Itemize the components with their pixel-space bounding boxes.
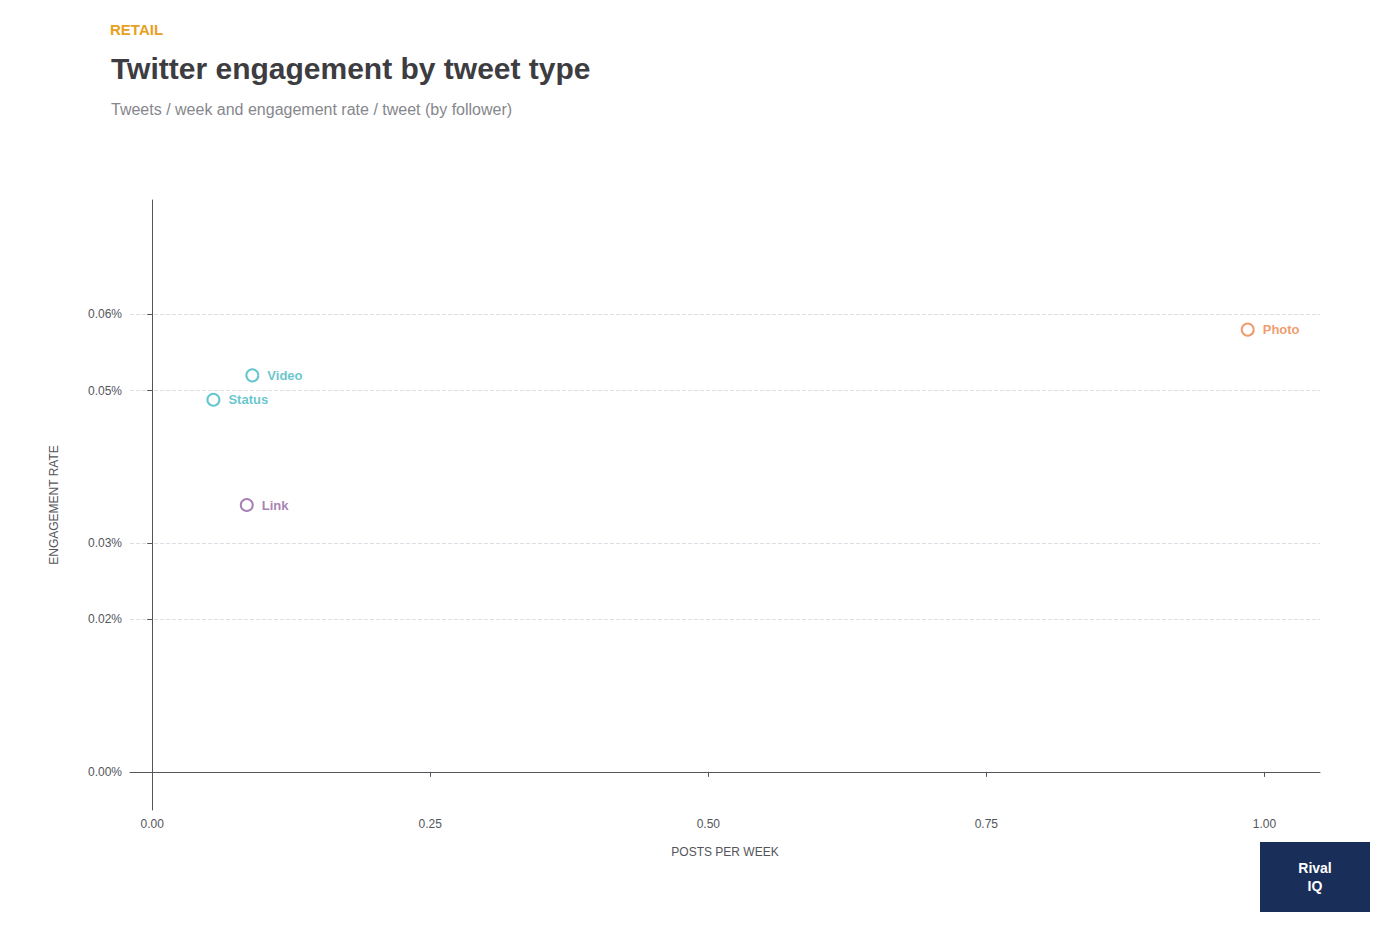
svg-text:0.25: 0.25 — [419, 817, 443, 831]
svg-text:Link: Link — [262, 498, 289, 513]
svg-text:Tweets / week and engagement r: Tweets / week and engagement rate / twee… — [111, 101, 512, 118]
svg-text:0.03%: 0.03% — [88, 536, 122, 550]
svg-text:POSTS PER WEEK: POSTS PER WEEK — [671, 845, 778, 859]
svg-text:ENGAGEMENT RATE: ENGAGEMENT RATE — [47, 445, 61, 565]
svg-text:0.00%: 0.00% — [88, 765, 122, 779]
svg-text:0.50: 0.50 — [697, 817, 721, 831]
svg-text:1.00: 1.00 — [1253, 817, 1277, 831]
svg-text:Photo: Photo — [1263, 322, 1300, 337]
svg-text:Twitter engagement by tweet ty: Twitter engagement by tweet type — [111, 52, 591, 85]
svg-text:0.75: 0.75 — [975, 817, 999, 831]
svg-text:0.05%: 0.05% — [88, 384, 122, 398]
svg-text:Rival: Rival — [1298, 860, 1331, 876]
svg-text:Video: Video — [267, 368, 302, 383]
svg-text:IQ: IQ — [1308, 878, 1323, 894]
svg-text:0.00: 0.00 — [141, 817, 165, 831]
svg-text:Status: Status — [228, 392, 268, 407]
svg-text:RETAIL: RETAIL — [110, 21, 163, 38]
svg-text:0.06%: 0.06% — [88, 307, 122, 321]
svg-text:0.02%: 0.02% — [88, 612, 122, 626]
